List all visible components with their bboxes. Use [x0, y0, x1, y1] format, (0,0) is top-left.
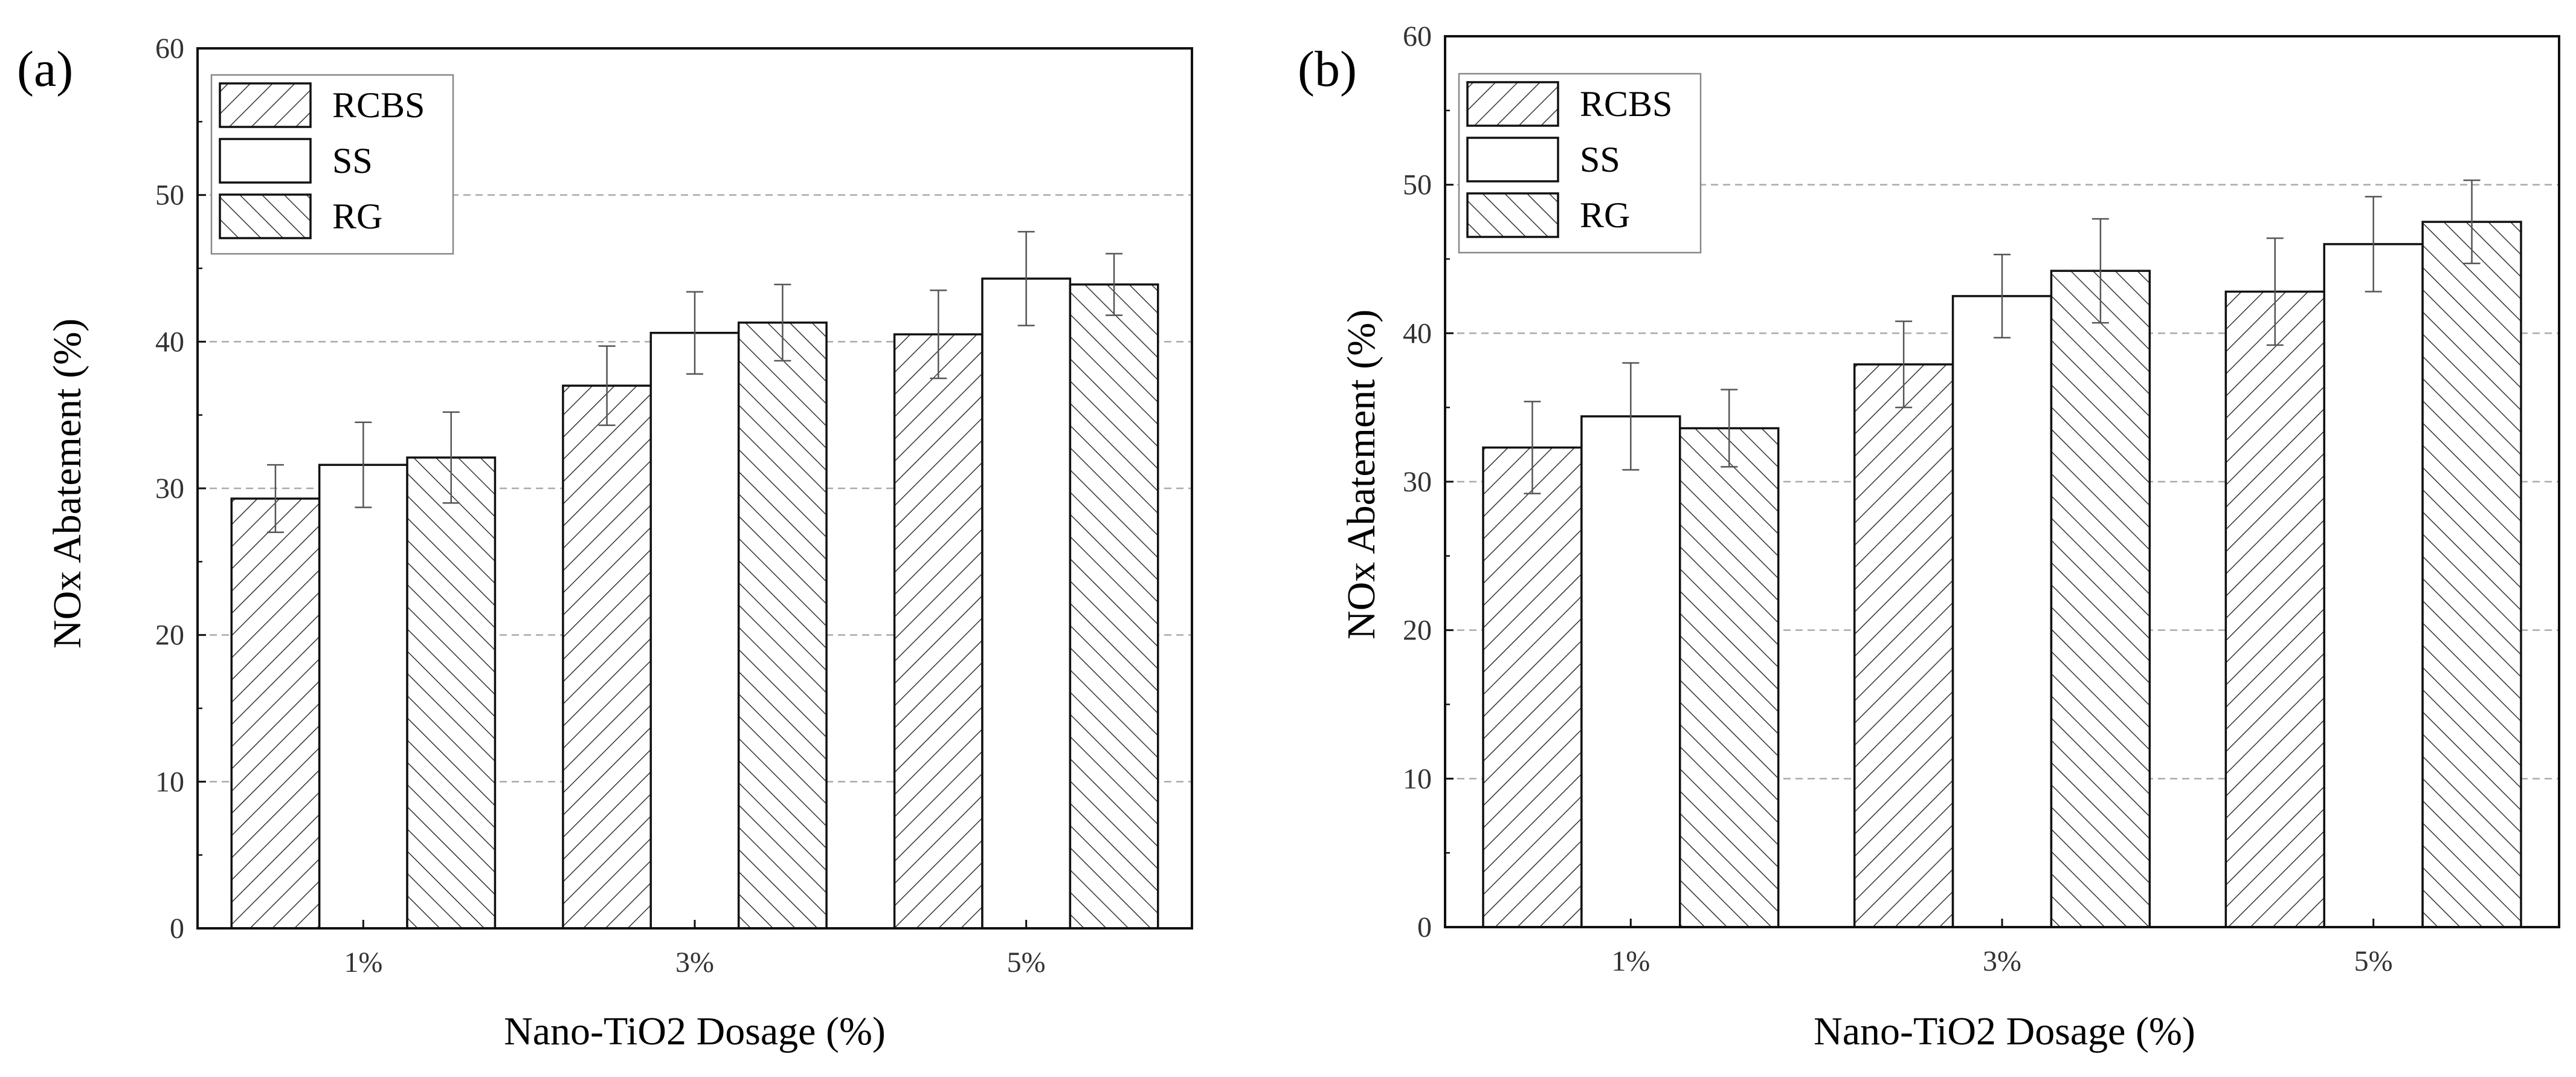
error-bars: [266, 231, 1123, 534]
x-tick-label: 1%: [1611, 945, 1650, 977]
y-axis-ticks: 0 10 20 30 40 50 60: [1403, 21, 1454, 943]
legend-swatch-ss: [219, 138, 312, 184]
bar-rg-3: [1069, 283, 1159, 930]
legend-swatch-ss: [1466, 137, 1559, 183]
y-tick-label: 30: [155, 473, 184, 505]
y-tick-label: 40: [155, 326, 184, 358]
bar-rcbs-1: [1482, 446, 1583, 928]
bar-rg-1: [406, 456, 497, 930]
bar-rcbs-3: [2224, 290, 2325, 928]
y-axis-title: NOx Abatement (%): [45, 319, 89, 648]
error-bars: [1524, 180, 2481, 494]
y-tick-label: 10: [155, 766, 184, 798]
y-tick-label: 20: [155, 619, 184, 652]
y-tick-label: 10: [1403, 763, 1432, 795]
bar-ss-1: [318, 464, 408, 930]
panel-label: (b): [1298, 41, 1357, 97]
x-tick-label: 5%: [1007, 946, 1046, 978]
y-tick-label: 30: [1403, 466, 1432, 498]
x-tick-label: 3%: [1983, 945, 2021, 977]
y-tick-label: 40: [1403, 317, 1432, 349]
x-tick-label: 5%: [2354, 945, 2393, 977]
y-tick-label: 0: [170, 913, 184, 945]
legend-swatch-rg: [219, 193, 312, 239]
x-axis-ticks: 1% 3% 5%: [344, 920, 1046, 978]
legend-label-rcbs: RCBS: [332, 85, 425, 125]
bars: [230, 277, 1159, 930]
bar-rcbs-2: [1853, 363, 1954, 928]
y-axis-ticks: 0 10 20 30 40 50 60: [155, 33, 206, 945]
legend-label-ss: SS: [1580, 140, 1620, 180]
bar-ss-3: [2323, 243, 2424, 928]
y-tick-label: 60: [155, 33, 184, 65]
bar-rcbs-1: [230, 497, 321, 930]
legend-swatch-rcbs: [1466, 81, 1559, 127]
panel-a-chart: (a) 0 10 20 30 40 50 60 1% 3% 5% Nano-TiO2 Dosag…: [17, 33, 1193, 1053]
x-axis-title: Nano-TiO2 Dosage (%): [504, 1009, 886, 1053]
x-axis-ticks: 1% 3% 5%: [1611, 919, 2393, 977]
bar-rcbs-2: [562, 384, 652, 930]
y-tick-label: 20: [1403, 615, 1432, 647]
x-tick-label: 1%: [344, 946, 382, 978]
y-tick-label: 60: [1403, 21, 1432, 53]
bar-rg-2: [737, 322, 828, 930]
bar-rg-1: [1679, 427, 1780, 928]
y-tick-label: 0: [1417, 911, 1432, 943]
legend: RCBS SS RG: [1458, 73, 1702, 254]
bar-rg-2: [2050, 270, 2151, 928]
legend-label-rg: RG: [332, 196, 382, 236]
bar-ss-1: [1580, 415, 1681, 928]
bar-rcbs-3: [893, 333, 984, 930]
legend-swatch-rg: [1466, 192, 1559, 238]
x-axis-title: Nano-TiO2 Dosage (%): [1814, 1009, 2195, 1053]
y-tick-label: 50: [1403, 169, 1432, 201]
legend-label-rcbs: RCBS: [1580, 84, 1672, 124]
legend: RCBS SS RG: [210, 74, 454, 255]
bar-ss-2: [1951, 295, 2053, 928]
y-tick-label: 50: [155, 180, 184, 212]
legend-label-rg: RG: [1580, 195, 1630, 235]
bar-rg-3: [2421, 221, 2522, 928]
legend-label-ss: SS: [332, 141, 373, 181]
panel-b-chart: (b) 0 10 20 30 40 50 60 1% 3% 5% Nano-TiO2 Dosag…: [1298, 21, 2560, 1053]
y-axis-title: NOx Abatement (%): [1339, 309, 1383, 639]
x-tick-label: 3%: [675, 946, 714, 978]
bar-ss-2: [649, 332, 740, 930]
legend-swatch-rcbs: [219, 82, 312, 128]
panel-label: (a): [17, 41, 73, 97]
bar-ss-3: [981, 277, 1072, 930]
